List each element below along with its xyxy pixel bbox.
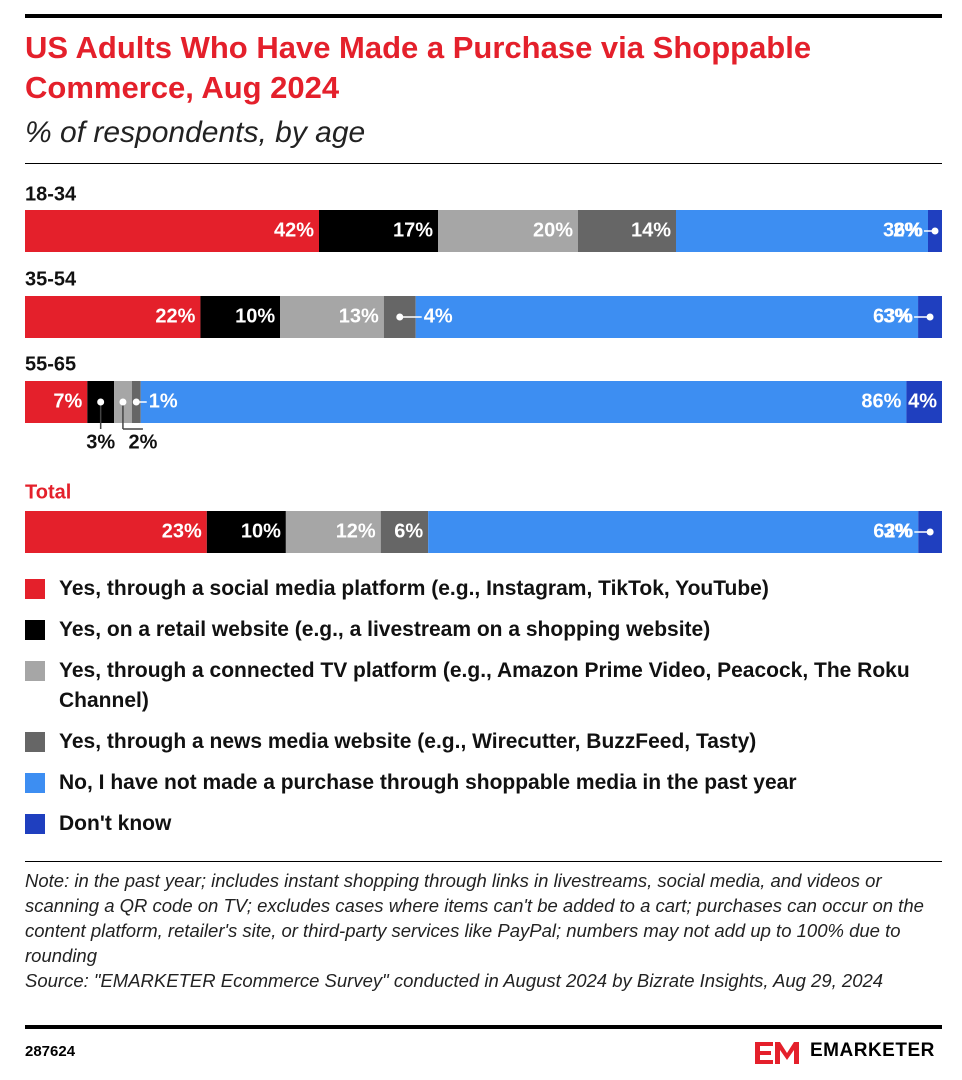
value-label: 2%	[893, 219, 922, 241]
top-rule	[25, 14, 942, 18]
bar-segment	[206, 511, 286, 553]
leader-dot	[926, 528, 934, 536]
category-label: 35-54	[25, 268, 77, 290]
chart-subtitle: % of respondents, by age	[25, 116, 366, 149]
legend-swatch	[25, 620, 45, 640]
bar-segment	[578, 210, 676, 252]
value-label: 3%	[883, 305, 912, 327]
value-label: 12%	[336, 520, 376, 542]
leader-dot	[97, 398, 105, 406]
chart-title: US Adults Who Have Made a Purchase via S…	[25, 30, 812, 105]
brand: EMARKETER	[810, 1040, 935, 1061]
bar-segment	[280, 296, 384, 338]
legend-swatch	[25, 661, 45, 681]
value-label: 17%	[393, 219, 433, 241]
logo-mark	[755, 1042, 799, 1064]
value-label: 7%	[53, 390, 82, 412]
bar-segment	[285, 511, 381, 553]
bar-segment	[319, 210, 438, 252]
source: Source: "EMARKETER Ecommerce Survey" con…	[25, 970, 884, 991]
bar-segment	[140, 381, 907, 423]
bar-segment	[415, 296, 919, 338]
legend-label: Yes, on a retail website (e.g., a livest…	[59, 618, 711, 641]
legend-swatch	[25, 773, 45, 793]
legend-item: Yes, through a social media platform (e.…	[25, 574, 950, 604]
category-label: 55-65	[25, 353, 76, 375]
bar-segment	[676, 210, 928, 252]
legend-label: Yes, through a connected TV platform (e.…	[59, 659, 910, 712]
chart-id: 287624	[25, 1043, 76, 1060]
value-label: 62%	[873, 520, 913, 542]
value-label: 36%	[883, 219, 923, 241]
bar-segment	[438, 210, 578, 252]
bar-segment	[25, 210, 319, 252]
value-label: 13%	[339, 305, 379, 327]
legend-item: No, I have not made a purchase through s…	[25, 768, 950, 798]
bar-segment	[906, 381, 942, 423]
leader-dot	[132, 398, 140, 406]
category-label: 18-34	[25, 183, 77, 205]
value-label: 6%	[394, 520, 423, 542]
legend-item: Yes, on a retail website (e.g., a livest…	[25, 615, 950, 645]
legend-label: Yes, through a social media platform (e.…	[59, 577, 769, 600]
legend-item: Don't know	[25, 809, 950, 839]
leader-dot	[119, 398, 127, 406]
bottom-rule	[25, 1025, 942, 1029]
divider	[25, 163, 942, 164]
value-label: 86%	[861, 390, 901, 412]
legend-item: Yes, through a news media website (e.g.,…	[25, 727, 950, 757]
leader-dot	[926, 313, 934, 321]
value-label: 4%	[908, 390, 937, 412]
leader-dot	[931, 227, 939, 235]
leader-dot	[396, 313, 404, 321]
value-label: 20%	[533, 219, 573, 241]
bar-segment	[200, 296, 281, 338]
legend-swatch	[25, 814, 45, 834]
value-label: 3%	[883, 520, 912, 542]
value-label: 3%	[86, 431, 115, 453]
legend: Yes, through a social media platform (e.…	[25, 574, 950, 850]
value-label: 14%	[631, 219, 671, 241]
value-label: 1%	[149, 390, 178, 412]
legend-label: Don't know	[59, 812, 172, 835]
value-label: 22%	[155, 305, 195, 327]
bar-segment	[428, 511, 919, 553]
legend-swatch	[25, 579, 45, 599]
value-label: 63%	[873, 305, 913, 327]
value-label: 4%	[424, 305, 453, 327]
legend-label: No, I have not made a purchase through s…	[59, 771, 797, 794]
category-label: Total	[25, 481, 71, 503]
legend-label: Yes, through a news media website (e.g.,…	[59, 730, 757, 753]
note: Note: in the past year; includes instant…	[25, 870, 924, 966]
legend-swatch	[25, 732, 45, 752]
bar-segment	[25, 296, 201, 338]
value-label: 23%	[162, 520, 202, 542]
bar-segment	[25, 511, 207, 553]
legend-item: Yes, through a connected TV platform (e.…	[25, 656, 950, 716]
bar-segment	[380, 511, 429, 553]
value-label: 2%	[128, 431, 157, 453]
value-label: 10%	[235, 305, 275, 327]
value-label: 42%	[274, 219, 314, 241]
divider	[25, 861, 942, 862]
bar-segment	[25, 381, 88, 423]
value-label: 10%	[241, 520, 281, 542]
